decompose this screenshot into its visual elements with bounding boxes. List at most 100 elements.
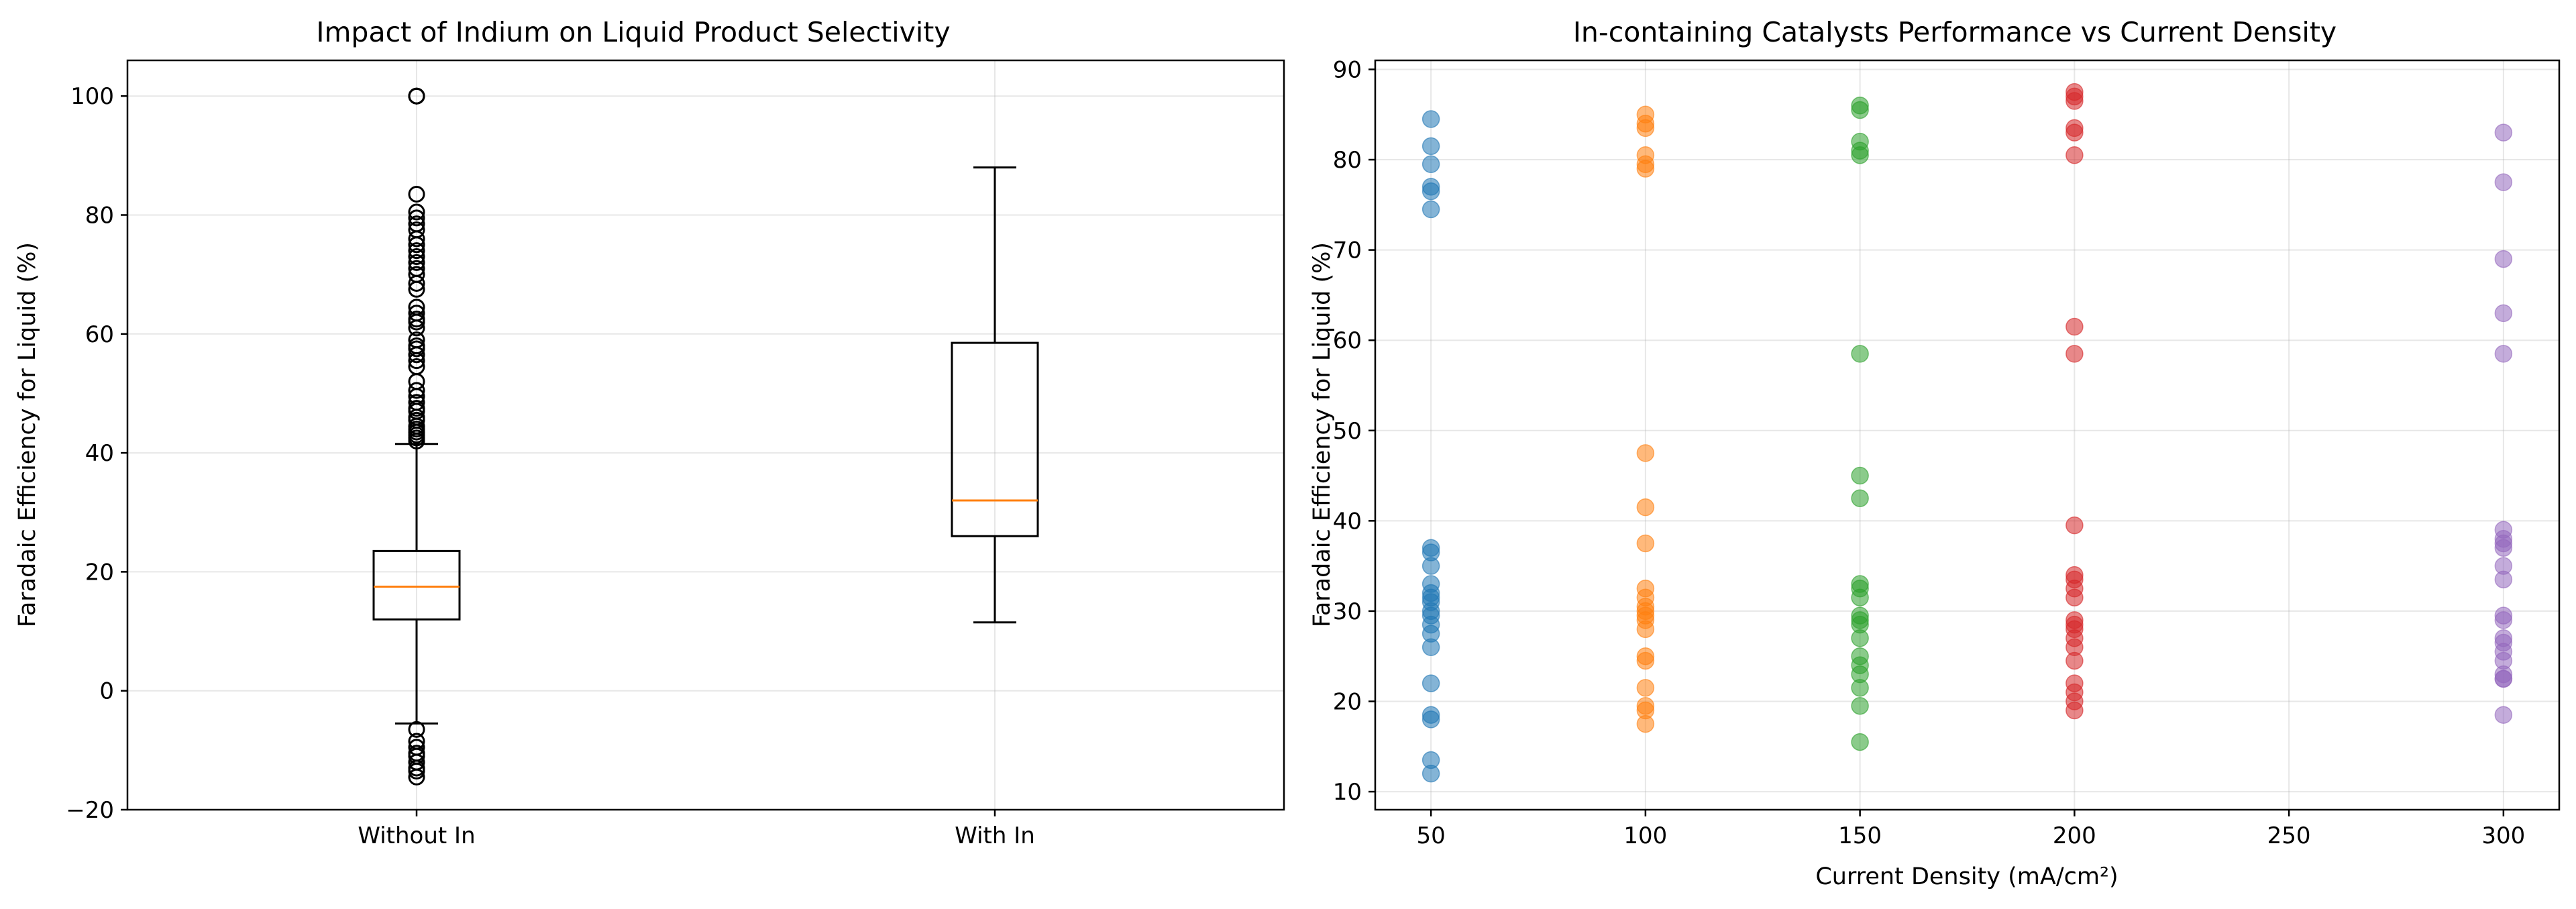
outlier-point	[408, 346, 425, 364]
x-tick-label: 50	[1417, 822, 1446, 849]
x-tick-label: 250	[2267, 822, 2311, 849]
scatter-point	[1851, 679, 1869, 697]
outlier-point	[408, 87, 425, 105]
iqr-box	[951, 341, 1039, 537]
scatter-point	[1851, 101, 1869, 119]
y-tick-label: 60	[1333, 327, 1362, 354]
y-tick-label: 90	[1333, 56, 1362, 83]
scatter-point	[2065, 516, 2084, 535]
y-tick-label: 40	[1333, 508, 1362, 535]
scatter-point	[2065, 345, 2084, 363]
outlier-point	[408, 319, 425, 337]
scatter-point	[2494, 670, 2513, 688]
outlier-point	[408, 720, 425, 738]
scatter-point	[1636, 534, 1655, 553]
outlier-point	[408, 242, 425, 260]
boxplot-title: Impact of Indium on Liquid Product Selec…	[316, 16, 950, 48]
x-tick-label: Without In	[358, 822, 475, 849]
y-tick-label: 20	[1333, 689, 1362, 716]
y-tick-label: −20	[66, 797, 114, 824]
scatter-point	[1421, 155, 1440, 174]
outlier-point	[408, 768, 425, 786]
y-tick-label: 50	[1333, 418, 1362, 445]
scatter-point	[2494, 706, 2513, 724]
scatter-x-axis-label: Current Density (mA/cm²)	[1815, 863, 2118, 890]
scatter-series	[1851, 97, 1869, 751]
scatter-point	[1421, 674, 1440, 692]
outlier-point	[408, 432, 425, 449]
scatter-point	[2065, 146, 2084, 164]
scatter-series	[1421, 110, 1440, 783]
scatter-point	[2494, 345, 2513, 363]
scatter-point	[1421, 182, 1440, 201]
boxplot-content	[372, 87, 1039, 786]
scatter-point	[1851, 696, 1869, 715]
outlier-point	[408, 236, 425, 254]
y-tick-label: 80	[85, 202, 114, 229]
scatter-point	[1636, 498, 1655, 517]
scatter-gridlines	[1375, 60, 2559, 810]
outlier-point	[408, 382, 425, 399]
boxplot-y-axis-label: Faradaic Efficiency for Liquid (%)	[14, 242, 41, 627]
scatter-point	[1636, 714, 1655, 733]
outlier-point	[408, 203, 425, 221]
scatter-frame	[1374, 59, 2561, 811]
scatter-point	[2494, 539, 2513, 557]
x-tick-label: 150	[1838, 822, 1882, 849]
scatter-point	[1421, 110, 1440, 128]
outlier-point	[408, 185, 425, 203]
boxplot-gridlines	[127, 60, 1284, 810]
scatter-point	[1421, 638, 1440, 657]
scatter-point	[1421, 200, 1440, 219]
scatter-point	[1851, 345, 1869, 363]
y-tick-label: 80	[1333, 147, 1362, 174]
outlier-point	[408, 254, 425, 271]
scatter-title: In-containing Catalysts Performance vs C…	[1573, 16, 2337, 48]
scatter-point	[1636, 679, 1655, 697]
y-tick-label: 100	[70, 83, 114, 110]
y-tick-label: 0	[99, 678, 114, 705]
boxplot-panel: Impact of Indium on Liquid Product Selec…	[14, 16, 1285, 849]
y-tick-label: 30	[1333, 598, 1362, 625]
scatter-y-axis-label: Faradaic Efficiency for Liquid (%)	[1309, 242, 1336, 627]
scatter-point	[2494, 304, 2513, 323]
outlier-point	[408, 209, 425, 227]
outlier-point	[408, 340, 425, 358]
scatter-point	[1421, 710, 1440, 729]
scatter-point	[2065, 123, 2084, 142]
scatter-point	[1421, 137, 1440, 156]
y-tick-label: 70	[1333, 237, 1362, 264]
y-tick-label: 20	[85, 559, 114, 586]
outlier-point	[408, 248, 425, 266]
scatter-point	[2065, 588, 2084, 606]
scatter-point	[1851, 629, 1869, 647]
scatter-point	[2065, 651, 2084, 670]
scatter-point	[2065, 92, 2084, 110]
x-tick-label: 300	[2481, 822, 2525, 849]
scatter-point	[1421, 764, 1440, 783]
scatter-point	[1851, 146, 1869, 164]
scatter-point	[2494, 250, 2513, 268]
scatter-point	[2494, 173, 2513, 191]
scatter-point	[1851, 466, 1869, 485]
scatter-point	[1636, 160, 1655, 178]
y-tick-label: 40	[85, 440, 114, 467]
outlier-point	[408, 230, 425, 248]
scatter-point	[2494, 570, 2513, 589]
scatter-point	[1636, 119, 1655, 138]
scatter-point	[1636, 620, 1655, 639]
boxplot-frame	[126, 59, 1285, 811]
scatter-point	[2065, 701, 2084, 720]
y-tick-label: 10	[1333, 779, 1362, 806]
box-group	[372, 87, 461, 786]
boxplot-yticks: −20 0 20 40 60 80 100	[66, 83, 127, 824]
scatter-point	[2065, 317, 2084, 336]
scatter-point	[1851, 733, 1869, 751]
box-group	[951, 166, 1039, 624]
x-tick-label: 200	[2053, 822, 2096, 849]
scatter-points	[1421, 83, 2513, 783]
outlier-point	[408, 313, 425, 331]
scatter-series	[2494, 123, 2513, 724]
scatter-point	[1636, 651, 1655, 670]
